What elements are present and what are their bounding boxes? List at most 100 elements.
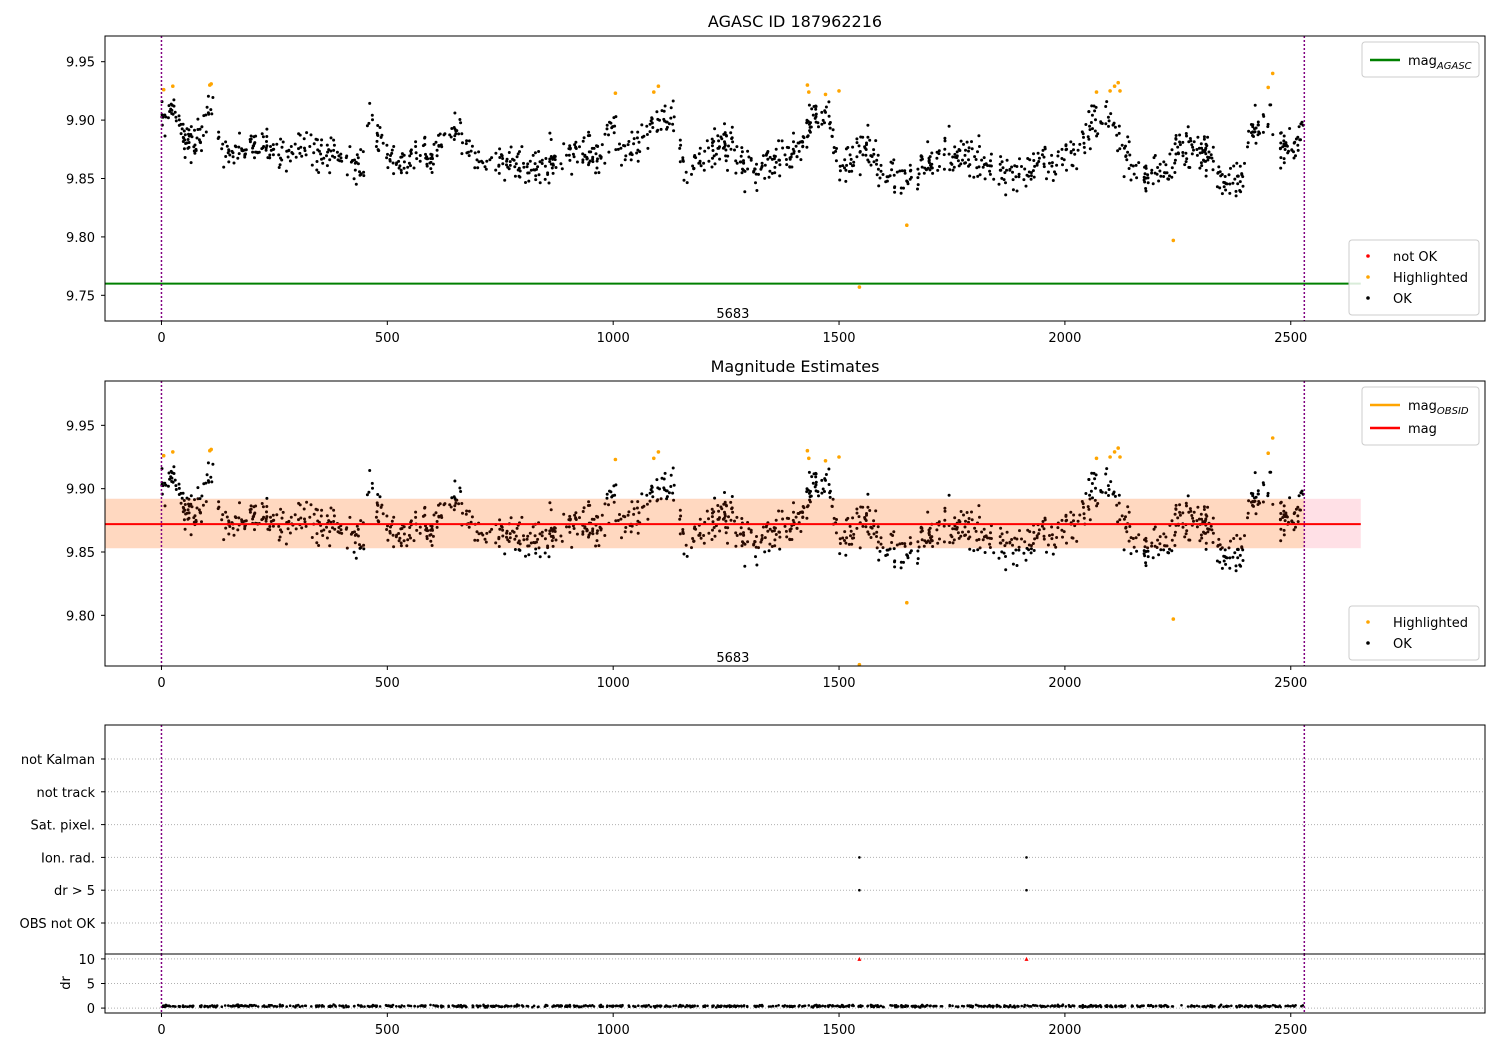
ok-point: [1211, 516, 1215, 520]
ok-point: [780, 139, 784, 143]
dr-point: [1247, 1005, 1250, 1008]
ok-point: [398, 164, 402, 168]
ok-point: [408, 526, 412, 529]
ok-point: [520, 515, 524, 519]
ok-point: [1204, 517, 1208, 521]
legend-point-label: OK: [1393, 637, 1412, 652]
ok-point: [1188, 507, 1192, 511]
dr-point: [980, 1005, 983, 1008]
ok-point: [201, 134, 205, 137]
dr-point: [1056, 1003, 1060, 1007]
ok-point: [1144, 536, 1148, 540]
ok-point: [374, 145, 378, 148]
dr-point: [1213, 1005, 1216, 1008]
ok-point: [781, 146, 785, 150]
ok-point: [956, 159, 960, 163]
ok-point: [365, 124, 369, 128]
ok-point: [959, 139, 963, 143]
ok-point: [353, 533, 357, 537]
ok-point: [308, 515, 312, 519]
line-legend: [1361, 386, 1480, 446]
ok-point: [723, 122, 726, 126]
ok-point: [1282, 533, 1286, 537]
ok-point: [821, 487, 825, 491]
ok-point: [522, 538, 526, 542]
ok-point: [1087, 137, 1091, 141]
ok-point: [778, 530, 781, 534]
ok-point: [943, 147, 947, 151]
ok-point: [961, 530, 964, 534]
ok-point: [516, 152, 520, 156]
ok-point: [648, 130, 652, 134]
ok-point: [1254, 495, 1258, 499]
x-tick-label: 1500: [822, 1023, 855, 1038]
ok-point: [900, 169, 904, 173]
dr-point: [482, 1003, 485, 1007]
dr-point: [1201, 1005, 1204, 1008]
ok-point: [1283, 519, 1287, 523]
ok-point: [437, 503, 440, 507]
ok-point: [893, 186, 896, 190]
ok-point: [724, 519, 728, 523]
ok-point: [1181, 154, 1185, 158]
ok-point: [947, 124, 951, 128]
ok-point: [595, 166, 599, 170]
ok-point: [1158, 542, 1162, 546]
ok-point: [435, 148, 439, 152]
dr-point: [976, 1004, 979, 1007]
ok-point: [170, 103, 174, 107]
ok-point: [922, 544, 926, 548]
highlighted-point: [823, 92, 828, 97]
ok-point: [665, 495, 669, 499]
ok-point: [970, 518, 974, 522]
ok-point: [596, 515, 600, 519]
ok-point: [1134, 536, 1138, 540]
dr-point: [1036, 1004, 1039, 1008]
ok-point: [189, 502, 193, 506]
ok-point: [678, 160, 682, 164]
ok-point: [174, 488, 178, 491]
dr-point: [552, 1004, 556, 1007]
highlighted-point: [656, 84, 661, 88]
ok-point: [893, 565, 897, 569]
ok-point: [1247, 499, 1251, 503]
dr-point: [1071, 1004, 1074, 1007]
ok-point: [975, 166, 979, 170]
ok-point: [671, 491, 675, 495]
ok-point: [225, 515, 229, 519]
ok-point: [550, 528, 554, 532]
ok-point: [1266, 122, 1270, 126]
dr-point: [1284, 1004, 1287, 1008]
dr-point: [767, 1005, 771, 1008]
ok-point: [1122, 517, 1126, 521]
ok-point: [844, 541, 848, 545]
ok-point: [1126, 150, 1130, 154]
ok-point: [805, 516, 809, 520]
dr-point: [654, 1004, 658, 1008]
ok-point: [1043, 516, 1047, 520]
ok-point: [570, 545, 574, 549]
ok-point: [170, 471, 174, 475]
ok-point: [1167, 177, 1171, 181]
ok-point: [972, 549, 976, 553]
ok-point: [718, 157, 722, 161]
ok-point: [861, 524, 865, 528]
ok-point: [1061, 535, 1064, 539]
ok-point: [299, 145, 303, 149]
ok-point: [1142, 178, 1146, 182]
ok-point: [543, 551, 547, 555]
ok-point: [1201, 520, 1205, 524]
ok-point: [951, 541, 955, 545]
ok-point: [1164, 535, 1168, 539]
ok-point: [1170, 538, 1174, 542]
ok-point: [866, 123, 870, 127]
ok-point: [864, 153, 868, 157]
ok-point: [200, 149, 203, 153]
ok-point: [917, 545, 921, 549]
ok-point: [1243, 161, 1246, 165]
ok-point: [1092, 471, 1096, 475]
ok-point: [1032, 530, 1036, 534]
ok-point: [1050, 525, 1054, 529]
y-tick-label: 9.80: [66, 609, 95, 624]
dr-point: [1271, 1003, 1275, 1007]
